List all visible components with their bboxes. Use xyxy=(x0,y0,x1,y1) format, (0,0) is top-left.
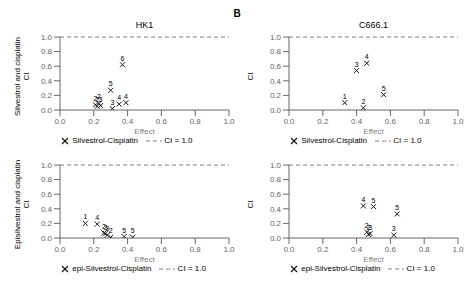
svg-text:Effect: Effect xyxy=(134,255,155,262)
html-text:Silvestrol-Cisplatin: Silvestrol-Cisplatin xyxy=(72,136,138,146)
svg-text:0.6: 0.6 xyxy=(270,190,282,199)
svg-text:5: 5 xyxy=(372,197,376,204)
svg-text:1.0: 1.0 xyxy=(452,245,464,254)
svg-text:5: 5 xyxy=(122,227,126,234)
svg-text:4: 4 xyxy=(361,196,365,203)
svg-text:0.2: 0.2 xyxy=(88,245,100,254)
svg-text:0.4: 0.4 xyxy=(122,245,134,254)
html-text:Silvestrol-Cisplatin: Silvestrol-Cisplatin xyxy=(301,136,367,146)
svg-text:0.4: 0.4 xyxy=(122,117,134,126)
svg-text:Effect: Effect xyxy=(134,127,155,134)
svg-text:1.0: 1.0 xyxy=(452,117,464,126)
svg-text:0.0: 0.0 xyxy=(283,245,295,254)
svg-text:0.4: 0.4 xyxy=(270,205,282,214)
html-text:C666.1: C666.1 xyxy=(359,20,388,30)
svg-text:0.6: 0.6 xyxy=(385,245,397,254)
svg-text:6: 6 xyxy=(121,55,125,62)
svg-text:3: 3 xyxy=(99,96,103,103)
svg-text:5: 5 xyxy=(131,227,135,234)
svg-text:0.2: 0.2 xyxy=(41,91,53,100)
svg-text:0.4: 0.4 xyxy=(41,205,53,214)
svg-text:0.8: 0.8 xyxy=(419,117,431,126)
svg-text:CI: CI xyxy=(246,201,255,209)
svg-text:0.2: 0.2 xyxy=(270,219,282,228)
svg-text:0.2: 0.2 xyxy=(317,117,329,126)
svg-text:4: 4 xyxy=(365,53,369,60)
svg-text:0.6: 0.6 xyxy=(41,190,53,199)
svg-text:5: 5 xyxy=(395,204,399,211)
svg-text:0.0: 0.0 xyxy=(270,106,282,115)
svg-text:3: 3 xyxy=(355,61,359,68)
html-text:epi-Silvestrol-Cisplatin: epi-Silvestrol-Cisplatin xyxy=(72,264,152,274)
svg-text:0.4: 0.4 xyxy=(351,245,363,254)
svg-text:1.0: 1.0 xyxy=(223,117,235,126)
svg-text:0.6: 0.6 xyxy=(156,245,168,254)
svg-text:0.2: 0.2 xyxy=(270,91,282,100)
svg-text:1.0: 1.0 xyxy=(223,245,235,254)
svg-text:0.0: 0.0 xyxy=(41,106,53,115)
svg-text:0.0: 0.0 xyxy=(54,117,66,126)
svg-text:0.0: 0.0 xyxy=(41,234,53,243)
svg-text:1: 1 xyxy=(343,93,347,100)
svg-text:1.0: 1.0 xyxy=(41,33,53,42)
html-text:CI = 1.0: CI = 1.0 xyxy=(177,264,206,274)
svg-text:0.8: 0.8 xyxy=(419,245,431,254)
svg-text:Silvestrol and cisplatinCI: Silvestrol and cisplatinCI xyxy=(13,37,31,116)
svg-text:0.8: 0.8 xyxy=(190,117,202,126)
svg-text:0.4: 0.4 xyxy=(41,77,53,86)
svg-text:0.6: 0.6 xyxy=(156,117,168,126)
html-text:epi-Silvestrol-Cisplatin: epi-Silvestrol-Cisplatin xyxy=(301,264,381,274)
svg-text:0.4: 0.4 xyxy=(270,77,282,86)
svg-text:0.6: 0.6 xyxy=(41,62,53,71)
html-text:B: B xyxy=(233,8,241,19)
svg-text:3: 3 xyxy=(110,99,114,106)
svg-text:0.4: 0.4 xyxy=(351,117,363,126)
svg-text:Episilvestrol and cisplatinCI: Episilvestrol and cisplatinCI xyxy=(13,160,31,249)
svg-text:Effect: Effect xyxy=(363,127,384,134)
svg-text:CI: CI xyxy=(246,73,255,81)
svg-text:0.2: 0.2 xyxy=(317,245,329,254)
svg-text:0.0: 0.0 xyxy=(270,234,282,243)
svg-text:0.8: 0.8 xyxy=(270,47,282,56)
svg-text:3: 3 xyxy=(392,225,396,232)
svg-text:0.8: 0.8 xyxy=(41,47,53,56)
svg-text:0.8: 0.8 xyxy=(41,175,53,184)
svg-text:4: 4 xyxy=(124,93,128,100)
svg-text:2: 2 xyxy=(109,227,113,234)
svg-text:0.6: 0.6 xyxy=(385,117,397,126)
svg-text:0.6: 0.6 xyxy=(270,62,282,71)
svg-text:1.0: 1.0 xyxy=(270,33,282,42)
svg-text:3: 3 xyxy=(368,224,372,231)
svg-text:4: 4 xyxy=(95,214,99,221)
svg-text:0.8: 0.8 xyxy=(270,175,282,184)
svg-text:5: 5 xyxy=(382,85,386,92)
svg-text:5: 5 xyxy=(109,80,113,87)
svg-text:1.0: 1.0 xyxy=(41,161,53,170)
html-text:CI = 1.0: CI = 1.0 xyxy=(164,136,193,146)
svg-text:0.0: 0.0 xyxy=(283,117,295,126)
svg-text:1.0: 1.0 xyxy=(270,161,282,170)
svg-text:Effect: Effect xyxy=(363,255,384,262)
html-text:HK1: HK1 xyxy=(135,20,154,30)
svg-text:2: 2 xyxy=(361,98,365,105)
svg-text:0.2: 0.2 xyxy=(88,117,100,126)
html-text:CI = 1.0: CI = 1.0 xyxy=(393,136,422,146)
svg-text:0.2: 0.2 xyxy=(41,219,53,228)
svg-text:0.0: 0.0 xyxy=(54,245,66,254)
svg-text:1: 1 xyxy=(83,213,87,220)
html-text:CI = 1.0: CI = 1.0 xyxy=(406,264,435,274)
svg-text:4: 4 xyxy=(117,94,121,101)
svg-text:0.8: 0.8 xyxy=(190,245,202,254)
